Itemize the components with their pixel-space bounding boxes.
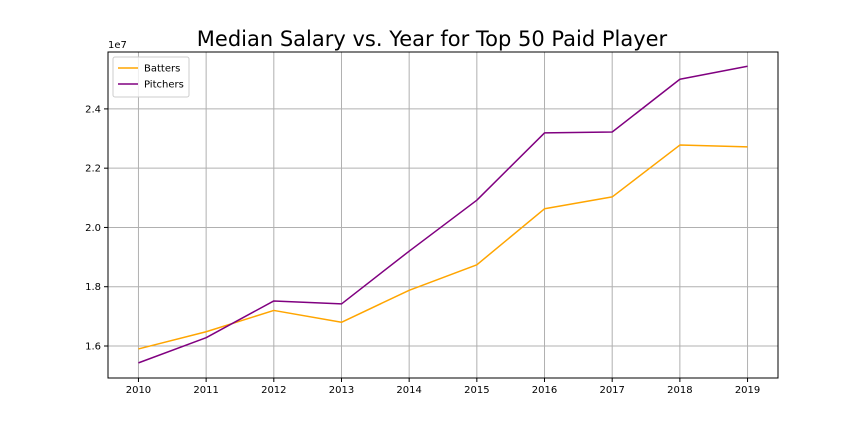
chart-title: Median Salary vs. Year for Top 50 Paid P…: [197, 27, 668, 51]
legend-label-pitchers: Pitchers: [144, 80, 184, 91]
x-tick-label: 2013: [329, 385, 354, 396]
x-tick-label: 2012: [261, 385, 286, 396]
series-line-pitchers: [138, 66, 747, 363]
series-lines: [138, 66, 747, 363]
grid: [108, 52, 778, 378]
legend: Batters Pitchers: [113, 57, 189, 97]
x-tick-label: 2018: [667, 385, 692, 396]
x-tick-label: 2017: [599, 385, 624, 396]
x-tick-label: 2010: [126, 385, 151, 396]
y-tick-label: 2.0: [85, 223, 101, 234]
x-tick-label: 2019: [735, 385, 760, 396]
legend-label-batters: Batters: [144, 64, 180, 75]
y-scale-label: 1e7: [108, 40, 127, 51]
x-axis: 2010 2011 2012 2013 2014 2015 2016 2017 2018 2019: [126, 378, 761, 396]
x-tick-label: 2016: [532, 385, 557, 396]
y-tick-label: 2.2: [85, 164, 101, 175]
plot-frame: [108, 52, 778, 378]
series-line-batters: [138, 145, 747, 349]
y-tick-label: 1.6: [85, 341, 101, 352]
x-tick-label: 2014: [396, 385, 421, 396]
y-tick-label: 2.4: [85, 104, 101, 115]
y-axis: 1.6 1.8 2.0 2.2 2.4: [85, 104, 108, 352]
y-tick-label: 1.8: [85, 282, 101, 293]
x-tick-label: 2011: [193, 385, 218, 396]
x-tick-label: 2015: [464, 385, 489, 396]
